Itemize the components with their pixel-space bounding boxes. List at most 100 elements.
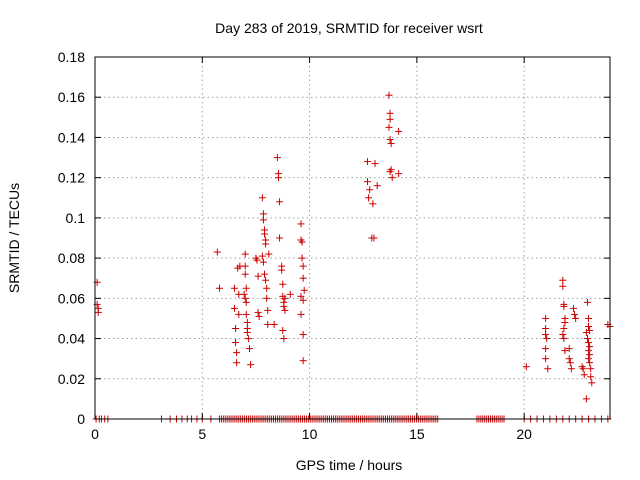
data-point bbox=[94, 308, 102, 316]
data-point bbox=[254, 308, 262, 316]
data-point bbox=[542, 331, 550, 339]
data-point bbox=[297, 220, 305, 228]
data-point bbox=[586, 343, 594, 351]
data-point bbox=[241, 250, 249, 258]
data-point bbox=[281, 294, 289, 302]
data-point bbox=[585, 322, 593, 330]
data-point bbox=[263, 294, 271, 302]
data-point bbox=[580, 371, 588, 379]
data-point bbox=[373, 182, 381, 190]
data-point bbox=[542, 345, 550, 353]
data-point bbox=[276, 234, 284, 242]
data-point bbox=[299, 262, 307, 270]
data-point bbox=[233, 359, 241, 367]
data-point bbox=[297, 310, 305, 318]
chart-title: Day 283 of 2019, SRMTID for receiver wsr… bbox=[215, 20, 483, 36]
data-point bbox=[300, 286, 308, 294]
data-point bbox=[265, 250, 273, 258]
data-point bbox=[386, 135, 394, 143]
data-point bbox=[264, 320, 272, 328]
data-point bbox=[298, 254, 306, 262]
data-point bbox=[386, 109, 394, 117]
data-point bbox=[542, 325, 550, 332]
data-point bbox=[242, 284, 250, 292]
y-tick-label: 0.02 bbox=[58, 371, 85, 387]
data-point bbox=[586, 327, 594, 335]
data-point bbox=[582, 395, 590, 403]
data-point bbox=[299, 296, 307, 304]
y-tick-label: 0.1 bbox=[66, 210, 86, 226]
data-point bbox=[244, 335, 252, 343]
data-point bbox=[242, 298, 250, 306]
data-point bbox=[235, 310, 243, 318]
data-point bbox=[561, 318, 569, 326]
data-point bbox=[254, 272, 262, 280]
data-point bbox=[230, 284, 238, 292]
data-point bbox=[259, 216, 267, 224]
data-point bbox=[232, 325, 240, 332]
data-point bbox=[297, 292, 305, 300]
data-point bbox=[566, 359, 574, 367]
data-point bbox=[567, 365, 575, 373]
y-tick-label: 0.06 bbox=[58, 290, 85, 306]
data-point bbox=[258, 252, 266, 260]
data-point bbox=[259, 258, 267, 266]
y-axis-label: SRMTID / TECUs bbox=[6, 183, 22, 293]
data-point bbox=[365, 194, 373, 202]
data-point bbox=[585, 339, 593, 347]
y-tick-label: 0.16 bbox=[58, 89, 85, 105]
y-tick-label: 0.12 bbox=[58, 170, 85, 186]
data-point bbox=[299, 274, 307, 282]
data-point bbox=[278, 266, 286, 274]
data-point bbox=[261, 230, 269, 238]
y-tick-label: 0.18 bbox=[58, 49, 85, 65]
data-point bbox=[241, 270, 249, 278]
data-point bbox=[241, 262, 249, 270]
data-point bbox=[364, 158, 372, 166]
data-point bbox=[369, 200, 377, 208]
data-point bbox=[279, 327, 287, 335]
data-point bbox=[243, 318, 251, 326]
data-point bbox=[270, 320, 278, 328]
data-point bbox=[559, 282, 567, 290]
x-tick-label: 20 bbox=[516, 426, 532, 442]
data-point bbox=[233, 349, 241, 357]
data-point bbox=[560, 335, 568, 343]
data-point bbox=[241, 294, 249, 302]
y-tick-label: 0.04 bbox=[58, 331, 85, 347]
plot-frame bbox=[94, 56, 611, 420]
data-point bbox=[560, 325, 568, 332]
data-point bbox=[264, 306, 272, 314]
data-point bbox=[246, 345, 253, 353]
y-tick-label: 0.08 bbox=[58, 250, 85, 266]
x-tick-label: 15 bbox=[409, 426, 425, 442]
data-point bbox=[585, 347, 593, 355]
data-point bbox=[559, 276, 567, 284]
data-point bbox=[366, 186, 374, 194]
data-point bbox=[232, 339, 240, 347]
data-point bbox=[395, 170, 403, 178]
data-point bbox=[274, 174, 282, 182]
data-point bbox=[386, 168, 394, 176]
data-point bbox=[583, 335, 591, 343]
y-tick-label: 0.14 bbox=[58, 129, 85, 145]
data-point bbox=[215, 284, 223, 292]
data-point bbox=[273, 154, 281, 162]
data-point bbox=[298, 238, 306, 246]
data-point bbox=[385, 123, 393, 131]
data-point bbox=[258, 194, 266, 202]
data-point bbox=[565, 355, 573, 363]
data-point bbox=[299, 357, 307, 365]
data-point bbox=[571, 310, 579, 318]
data-point bbox=[588, 379, 596, 387]
data-point bbox=[522, 363, 530, 371]
data-point bbox=[253, 256, 261, 264]
data-point bbox=[561, 347, 569, 355]
x-tick-label: 0 bbox=[91, 426, 99, 442]
data-point bbox=[243, 329, 251, 337]
data-point bbox=[395, 127, 403, 135]
data-point bbox=[364, 178, 372, 186]
y-tick-label: 0 bbox=[77, 411, 85, 427]
